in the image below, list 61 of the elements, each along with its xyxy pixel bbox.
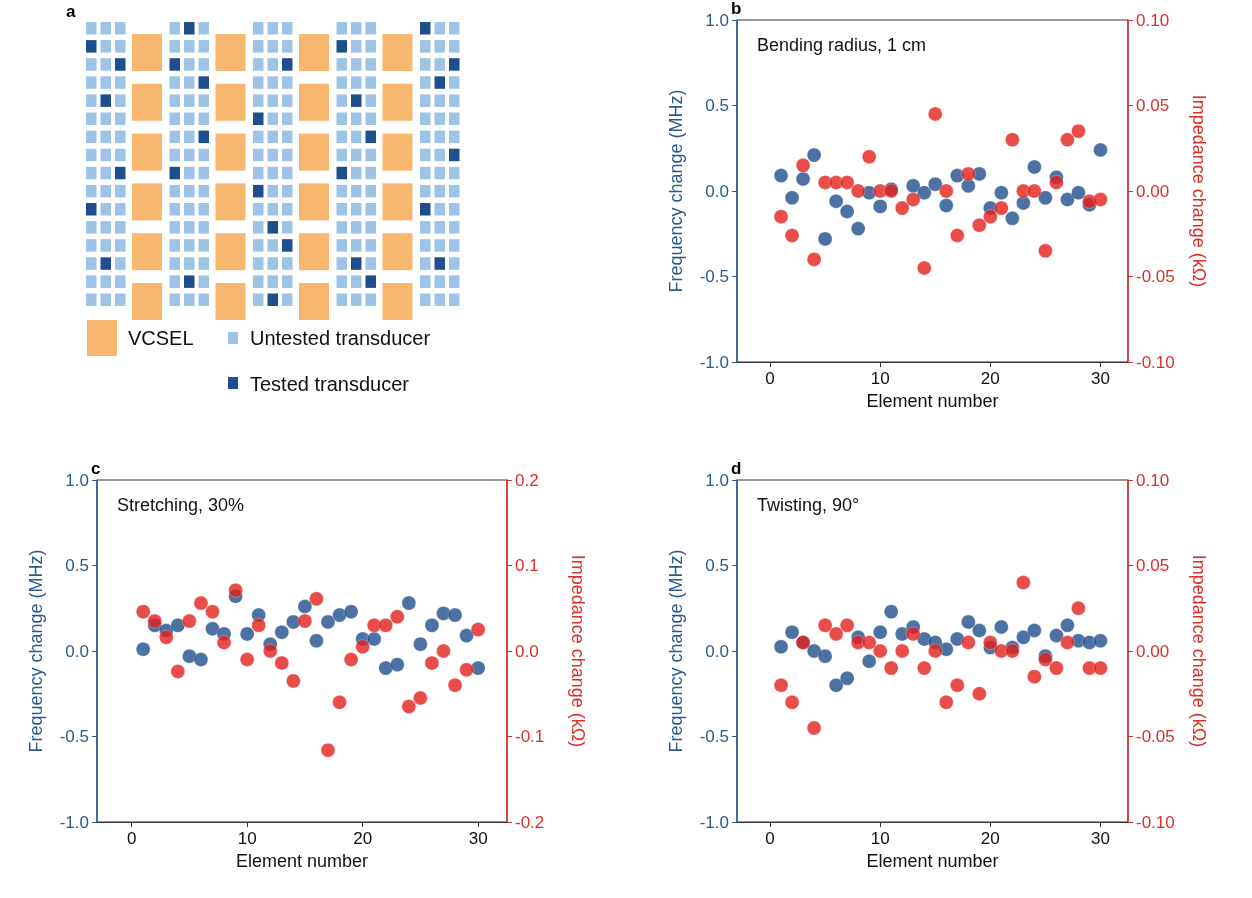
y2-axis-title: Impedance change (kΩ) [1189,554,1209,748]
text: Untested transducer [250,327,431,349]
x-tick-label: 0 [765,369,775,388]
x-tick-label: 20 [980,829,1000,848]
x-tick-label: 30 [1091,829,1110,848]
y-tick-label: 1.0 [705,470,729,490]
x-axis-title: Element number [866,851,999,871]
y-tick-label: -0.5 [59,727,89,746]
y-axis-title: Frequency change (MHz) [666,89,686,293]
annotation: Bending radius, 1 cm [757,35,927,55]
y-tick-label: -0.5 [699,727,729,746]
y-tick-label: 0.5 [705,96,729,115]
chart-title: d [731,459,742,478]
y2-tick-label: 0.05 [1136,96,1170,115]
chart-title: b [731,0,742,18]
text: a [66,2,76,22]
x-tick-label: 20 [353,829,373,848]
annotation: Stretching, 30% [117,495,245,515]
annotation: Twisting, 90° [757,495,860,515]
y2-tick-label: -0.05 [1136,727,1175,746]
y-tick-label: 0.0 [65,641,89,661]
x-tick-label: 20 [980,369,1000,388]
y-tick-label: -1.0 [699,352,729,372]
y-tick-label: -1.0 [59,812,89,832]
y-tick-label: 0.5 [65,556,89,575]
y-tick-label: -0.5 [699,267,729,286]
y2-tick-label: -0.1 [515,727,545,746]
x-tick-label: 10 [237,829,257,848]
y-tick-label: -1.0 [699,812,729,832]
x-tick-label: 0 [126,829,137,848]
y2-tick-label: 0.00 [1136,641,1170,661]
y2-tick-label: -0.10 [1136,812,1175,832]
y-tick-label: 1.0 [65,470,89,490]
x-axis-title: Element number [866,391,999,411]
x-tick-label: 0 [765,829,775,848]
y2-tick-label: 0.10 [1136,10,1170,30]
x-tick-label: 10 [870,829,890,848]
text: VCSEL [128,327,194,349]
y2-tick-label: 0.2 [515,470,539,490]
y-tick-label: 0.0 [705,181,729,201]
y-axis-title: Frequency change (MHz) [666,549,686,753]
y2-tick-label: 0.05 [1136,556,1170,575]
x-tick-label: 30 [1091,369,1110,388]
y2-tick-label: -0.10 [1136,352,1175,372]
y2-tick-label: 0.10 [1136,470,1170,490]
y2-axis-title: Impedance change (kΩ) [568,554,588,748]
x-tick-label: 30 [468,829,488,848]
chart-title: c [91,459,101,478]
x-axis-title: Element number [235,851,369,871]
y2-tick-label: -0.05 [1136,267,1175,286]
y-tick-label: 0.5 [705,556,729,575]
y2-tick-label: 0.0 [515,641,539,661]
x-tick-label: 10 [870,369,890,388]
y2-tick-label: 0.1 [515,556,539,575]
y-tick-label: 0.0 [705,641,729,661]
text: Tested transducer [250,373,409,395]
y2-tick-label: -0.2 [515,812,545,832]
y-axis-title: Frequency change (MHz) [26,549,46,753]
y2-tick-label: 0.00 [1136,181,1170,201]
y2-axis-title: Impedance change (kΩ) [1189,94,1209,288]
y-tick-label: 1.0 [705,10,729,30]
